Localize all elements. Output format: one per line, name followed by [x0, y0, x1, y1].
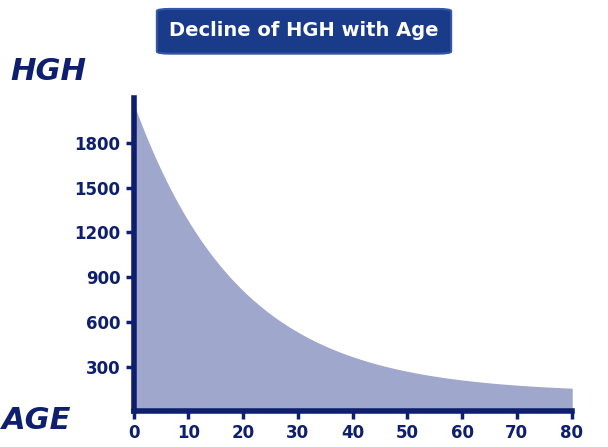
Text: HGH: HGH: [11, 57, 86, 86]
FancyBboxPatch shape: [157, 9, 451, 54]
Text: AGE: AGE: [2, 406, 71, 434]
Text: Decline of HGH with Age: Decline of HGH with Age: [169, 21, 439, 40]
